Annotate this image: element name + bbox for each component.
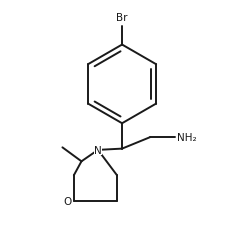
Text: O: O <box>63 196 71 206</box>
Text: N: N <box>94 145 102 155</box>
Text: Br: Br <box>116 14 128 23</box>
Text: NH₂: NH₂ <box>177 133 197 142</box>
